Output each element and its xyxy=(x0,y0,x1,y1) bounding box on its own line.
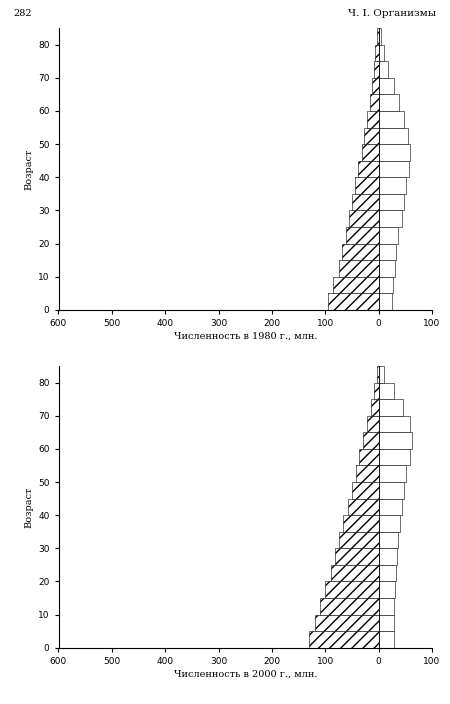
Bar xyxy=(378,177,406,194)
Bar xyxy=(378,465,406,482)
Bar xyxy=(378,260,395,277)
Bar xyxy=(378,532,398,548)
Bar xyxy=(325,582,378,598)
Bar xyxy=(378,277,393,293)
Bar xyxy=(333,277,378,293)
Bar xyxy=(378,111,404,127)
Bar xyxy=(378,366,384,383)
Bar xyxy=(378,515,400,532)
Bar xyxy=(377,28,378,45)
Bar xyxy=(343,515,378,532)
Bar xyxy=(378,94,399,111)
Bar xyxy=(378,144,410,161)
Bar xyxy=(378,498,402,515)
Bar xyxy=(378,227,398,244)
Bar xyxy=(378,28,381,45)
Y-axis label: Возраст: Возраст xyxy=(25,149,34,189)
Bar xyxy=(378,383,394,399)
Bar xyxy=(378,482,404,498)
Bar xyxy=(356,465,378,482)
Bar xyxy=(378,194,404,210)
Bar xyxy=(363,432,378,449)
Bar xyxy=(378,244,396,260)
Bar xyxy=(374,61,378,78)
Bar xyxy=(367,416,378,432)
Bar xyxy=(346,227,378,244)
Bar xyxy=(377,366,378,383)
Bar xyxy=(328,293,378,310)
Bar xyxy=(352,194,378,210)
Bar xyxy=(342,244,378,260)
Bar xyxy=(315,615,378,631)
Text: 282: 282 xyxy=(14,9,32,18)
Bar xyxy=(372,78,378,94)
Bar xyxy=(371,399,378,416)
Bar xyxy=(360,449,378,465)
Bar xyxy=(339,532,378,548)
Bar xyxy=(378,210,401,227)
Bar xyxy=(378,449,410,465)
Bar xyxy=(349,210,378,227)
Bar xyxy=(378,598,394,615)
Bar xyxy=(375,45,378,61)
Bar xyxy=(378,45,384,61)
Bar xyxy=(331,565,378,582)
Bar xyxy=(378,161,409,177)
Bar xyxy=(355,177,378,194)
Text: Ч. I. Организмы: Ч. I. Организмы xyxy=(348,9,436,18)
Bar xyxy=(378,582,395,598)
Bar xyxy=(378,548,397,565)
Bar xyxy=(320,598,378,615)
Bar xyxy=(378,565,396,582)
Bar xyxy=(378,78,394,94)
Bar xyxy=(378,432,412,449)
Bar xyxy=(352,482,378,498)
Bar xyxy=(348,498,378,515)
Bar xyxy=(364,127,378,144)
Bar xyxy=(378,615,394,631)
Bar xyxy=(378,127,408,144)
Bar xyxy=(338,260,378,277)
Bar xyxy=(335,548,378,565)
Bar xyxy=(367,111,378,127)
Bar xyxy=(358,161,378,177)
X-axis label: Численность в 1980 г., млн.: Численность в 1980 г., млн. xyxy=(174,332,317,341)
Bar xyxy=(378,631,394,648)
Bar xyxy=(378,416,410,432)
Bar xyxy=(378,399,403,416)
Bar xyxy=(309,631,378,648)
Bar xyxy=(378,61,388,78)
Y-axis label: Возраст: Возраст xyxy=(25,486,34,527)
Bar xyxy=(361,144,378,161)
X-axis label: Численность в 2000 г., млн.: Численность в 2000 г., млн. xyxy=(174,670,317,679)
Bar xyxy=(378,293,392,310)
Bar xyxy=(374,383,378,399)
Bar xyxy=(369,94,378,111)
